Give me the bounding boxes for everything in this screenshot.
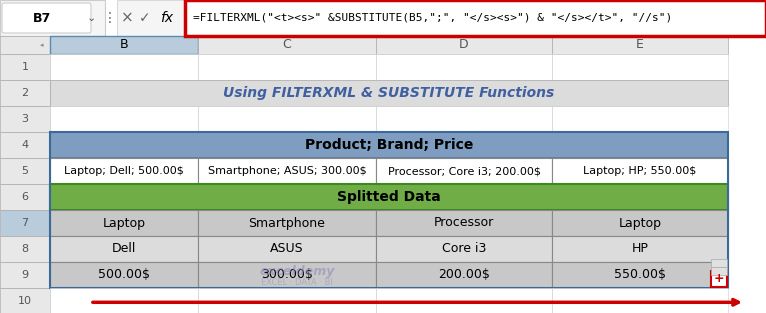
Bar — [711, 271, 727, 287]
Text: B7: B7 — [33, 12, 51, 24]
Bar — [0, 184, 50, 210]
Bar — [0, 262, 50, 288]
Text: ⌄: ⌄ — [87, 13, 96, 23]
Bar — [50, 262, 198, 288]
Text: 7: 7 — [21, 218, 28, 228]
Text: Laptop; Dell; 500.00$: Laptop; Dell; 500.00$ — [64, 166, 184, 176]
Text: HP: HP — [631, 243, 649, 255]
Text: 8: 8 — [21, 244, 28, 254]
Bar — [552, 36, 728, 54]
Bar — [552, 106, 728, 132]
Bar — [552, 288, 728, 313]
Bar — [50, 36, 198, 54]
Bar — [552, 158, 728, 184]
Text: Smartphone; ASUS; 300.00$: Smartphone; ASUS; 300.00$ — [208, 166, 366, 176]
Bar — [376, 158, 552, 184]
Bar — [376, 106, 552, 132]
Bar — [50, 210, 198, 236]
Bar — [0, 0, 105, 36]
Text: =FILTERXML("<t><s>" &SUBSTITUTE(B5,";", "</s><s>") & "</s></t>", "//s"): =FILTERXML("<t><s>" &SUBSTITUTE(B5,";", … — [193, 13, 673, 23]
Text: Laptop: Laptop — [103, 217, 146, 229]
Bar — [50, 132, 728, 158]
Text: 6: 6 — [21, 192, 28, 202]
Bar — [376, 210, 552, 236]
Bar — [198, 262, 376, 288]
Text: ASUS: ASUS — [270, 243, 304, 255]
Text: E: E — [636, 38, 644, 52]
Bar — [198, 288, 376, 313]
Bar — [376, 236, 552, 262]
Text: B: B — [119, 38, 129, 52]
Text: ×: × — [120, 11, 133, 25]
Text: exceldemy: exceldemy — [260, 265, 335, 278]
Text: 2: 2 — [21, 88, 28, 98]
Bar — [0, 36, 50, 54]
Text: 5: 5 — [21, 166, 28, 176]
Bar — [198, 236, 376, 262]
Text: Splitted Data: Splitted Data — [337, 190, 441, 204]
Bar — [198, 158, 376, 184]
Text: 500.00$: 500.00$ — [98, 269, 150, 281]
Text: 1: 1 — [21, 62, 28, 72]
Text: 3: 3 — [21, 114, 28, 124]
Bar — [0, 158, 50, 184]
Bar — [198, 54, 376, 80]
Text: 200.00$: 200.00$ — [438, 269, 490, 281]
Bar — [50, 80, 728, 106]
Bar — [711, 259, 727, 267]
Bar — [0, 80, 50, 106]
Bar — [0, 236, 50, 262]
Bar — [376, 262, 552, 288]
Text: Smartphone: Smartphone — [248, 217, 326, 229]
Bar — [0, 132, 50, 158]
Text: Dell: Dell — [112, 243, 136, 255]
Bar — [552, 210, 728, 236]
Text: Core i3: Core i3 — [442, 243, 486, 255]
Text: 4: 4 — [21, 140, 28, 150]
Bar — [50, 132, 728, 288]
Bar — [198, 36, 376, 54]
Bar — [50, 54, 198, 80]
Bar — [50, 158, 198, 184]
Bar — [50, 288, 198, 313]
Bar — [376, 288, 552, 313]
Bar — [0, 54, 50, 80]
Bar — [117, 0, 185, 36]
Text: ⋮: ⋮ — [103, 11, 117, 25]
Bar — [0, 288, 50, 313]
Bar — [552, 236, 728, 262]
Bar — [0, 106, 50, 132]
FancyBboxPatch shape — [2, 3, 91, 33]
Text: ◂: ◂ — [41, 42, 44, 48]
Bar — [711, 267, 727, 275]
Bar — [198, 210, 376, 236]
Bar — [198, 106, 376, 132]
Bar — [552, 54, 728, 80]
Text: C: C — [283, 38, 291, 52]
Bar — [376, 36, 552, 54]
Text: Product; Brand; Price: Product; Brand; Price — [305, 138, 473, 152]
Bar — [185, 0, 766, 36]
Bar — [50, 106, 198, 132]
Text: 550.00$: 550.00$ — [614, 269, 666, 281]
Text: Laptop; HP; 550.00$: Laptop; HP; 550.00$ — [584, 166, 696, 176]
Bar — [552, 262, 728, 288]
Text: 10: 10 — [18, 296, 32, 306]
Text: Processor: Processor — [434, 217, 494, 229]
Text: Processor; Core i3; 200.00$: Processor; Core i3; 200.00$ — [388, 166, 541, 176]
Bar — [50, 184, 728, 210]
Text: Laptop: Laptop — [618, 217, 662, 229]
Text: ✓: ✓ — [139, 11, 151, 25]
Text: fx: fx — [160, 11, 174, 25]
Text: 300.00$: 300.00$ — [261, 269, 313, 281]
Text: 9: 9 — [21, 270, 28, 280]
Bar — [0, 210, 50, 236]
Text: EXCEL · DATA · BI: EXCEL · DATA · BI — [261, 278, 333, 287]
Bar — [376, 54, 552, 80]
Text: D: D — [459, 38, 469, 52]
Text: +: + — [714, 273, 725, 285]
Bar — [50, 236, 198, 262]
Text: Using FILTERXML & SUBSTITUTE Functions: Using FILTERXML & SUBSTITUTE Functions — [224, 86, 555, 100]
